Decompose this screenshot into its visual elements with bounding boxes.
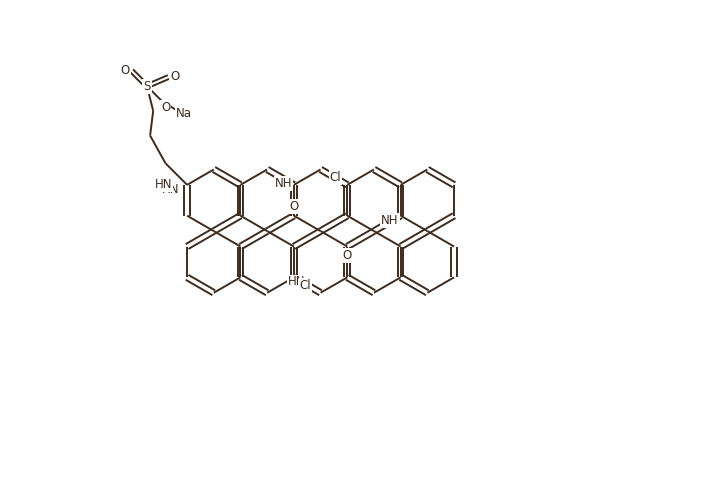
Text: O: O: [289, 200, 299, 213]
Text: HN: HN: [155, 178, 172, 191]
Text: S: S: [144, 80, 151, 93]
Text: Na: Na: [176, 107, 192, 120]
Text: O: O: [161, 101, 170, 114]
Text: Cl: Cl: [330, 171, 341, 184]
Text: O: O: [170, 71, 179, 84]
Text: NH: NH: [274, 177, 292, 190]
Text: Cl: Cl: [300, 279, 311, 292]
Text: O: O: [121, 64, 130, 77]
Text: NH: NH: [381, 214, 399, 227]
Text: HN: HN: [161, 183, 179, 196]
Text: O: O: [343, 249, 352, 262]
Text: HN: HN: [288, 276, 305, 289]
